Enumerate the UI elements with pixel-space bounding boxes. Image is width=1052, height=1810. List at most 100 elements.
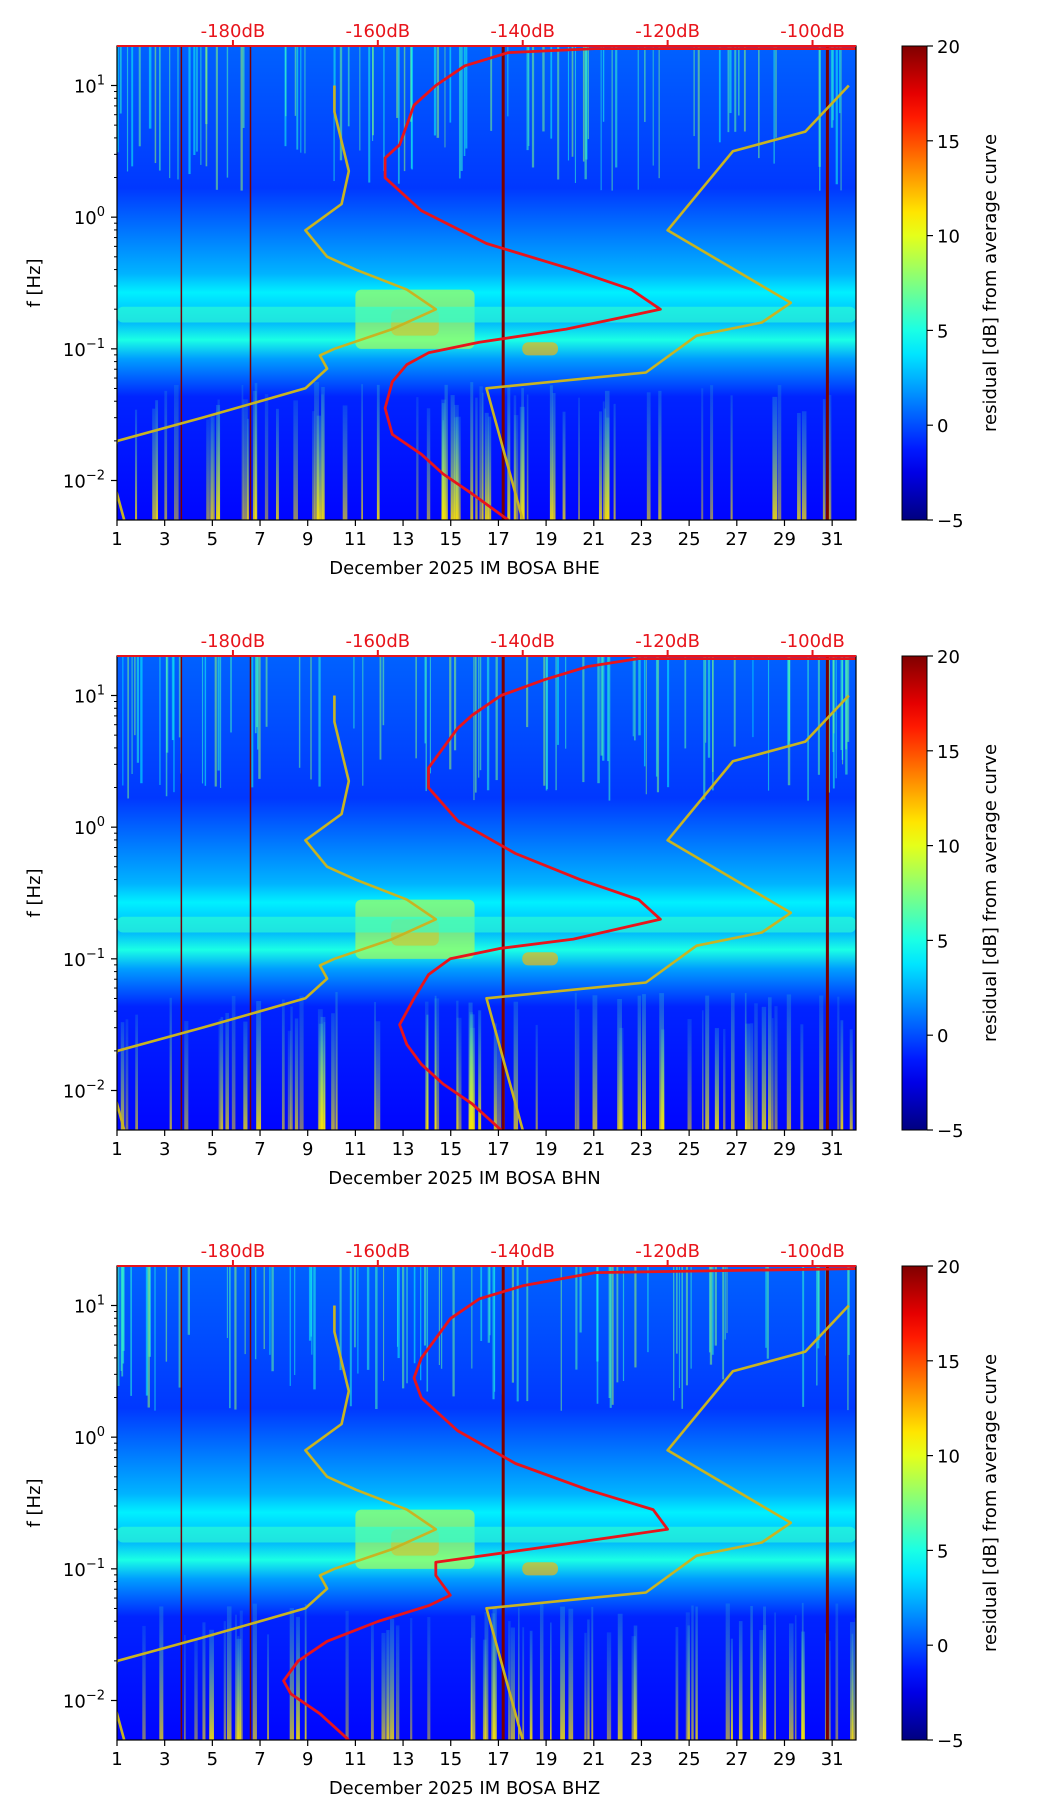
colorbar-tick-label: 5	[937, 321, 948, 342]
transient-streak	[252, 1603, 257, 1740]
noise-model-high-line	[485, 84, 850, 520]
spectrogram-area	[117, 656, 856, 1130]
db-tick-label: -100dB	[780, 631, 845, 652]
transient-streak	[827, 1640, 831, 1740]
x-tick-label: 5	[207, 1139, 218, 1160]
hf-streak	[383, 46, 385, 172]
transient-streak	[754, 1003, 758, 1130]
hf-streak	[240, 46, 243, 191]
energy-band-3	[117, 306, 856, 323]
transient-streak	[661, 1029, 665, 1130]
transient-streak	[513, 1001, 519, 1130]
hf-streak	[611, 1266, 614, 1405]
hf-streak	[226, 46, 229, 178]
transient-streak	[574, 992, 577, 1130]
hf-streak	[204, 656, 207, 786]
y-tick-exponent: 0	[97, 1425, 105, 1440]
hf-streak	[611, 46, 613, 191]
x-axis-label: December 2025 IM BOSA BHE	[329, 558, 599, 579]
hf-streak	[165, 1266, 168, 1362]
transient-streak	[631, 1636, 636, 1740]
hf-streak	[727, 46, 730, 133]
hf-streak	[294, 46, 297, 116]
x-tick-label: 7	[254, 1749, 265, 1770]
hf-streak	[178, 656, 181, 738]
average-power-curve	[383, 47, 856, 520]
hf-streak	[177, 46, 179, 180]
hf-streak	[473, 656, 475, 801]
transient-streak	[774, 1006, 778, 1130]
transient-streak	[613, 403, 616, 520]
hf-streak	[658, 46, 660, 179]
y-tick-exponent: 1	[97, 74, 105, 89]
hf-streak	[406, 1266, 408, 1384]
hf-streak	[685, 1266, 688, 1386]
transient-streak	[744, 992, 747, 1130]
y-tick-base: 10	[63, 1560, 86, 1581]
hf-streak	[600, 656, 603, 756]
transient-streak	[602, 401, 605, 520]
x-tick-label: 9	[302, 529, 313, 550]
x-tick-label: 29	[773, 529, 796, 550]
transient-streak	[135, 1014, 138, 1130]
hf-streak	[265, 656, 268, 727]
transient-streak	[763, 1624, 767, 1740]
y-tick-label: 10−2	[63, 1079, 105, 1103]
transient-streak	[619, 1027, 624, 1130]
hf-streak	[608, 656, 611, 801]
y-tick-base: 10	[74, 208, 97, 229]
transient-streak	[342, 405, 348, 520]
hf-streak	[542, 46, 545, 132]
transient-streak	[434, 998, 440, 1130]
transient-streak	[599, 411, 602, 520]
hf-streak	[269, 1266, 271, 1355]
hf-streak	[643, 656, 646, 767]
hf-streak	[737, 46, 740, 116]
hf-streak	[526, 1266, 529, 1402]
hf-streak	[375, 1266, 378, 1410]
transient-streak	[761, 1006, 767, 1130]
transient-streak	[434, 995, 437, 1130]
transient-streak	[169, 997, 172, 1130]
hf-streak	[458, 46, 461, 179]
transient-streak	[321, 386, 325, 520]
hf-streak	[169, 46, 171, 179]
transient-streak	[710, 385, 714, 520]
transient-streak	[606, 417, 610, 520]
transient-streak	[539, 1602, 544, 1740]
hf-streak	[122, 1266, 125, 1364]
db-tick-label: -140dB	[490, 631, 555, 652]
energy-band-3	[117, 916, 856, 933]
db-tick-label: -140dB	[490, 1241, 555, 1262]
hf-streak	[294, 1266, 296, 1376]
hf-streak	[420, 1266, 422, 1381]
transient-streak	[225, 1012, 229, 1130]
transient-streak	[484, 1611, 489, 1740]
hf-streak	[656, 656, 660, 793]
transient-streak	[125, 1019, 129, 1130]
average-power-curve	[282, 1267, 856, 1740]
x-tick-label: 31	[821, 1749, 844, 1770]
transient-streak	[442, 420, 445, 520]
colorbar: −5 0 5 10 15 20 residual [dB] from average cur…	[901, 37, 1001, 532]
y-tick-exponent: −1	[86, 337, 105, 352]
transient-streak	[822, 399, 826, 520]
transient-streak	[840, 1020, 844, 1130]
hf-streak	[193, 46, 196, 156]
transient-streak	[777, 385, 782, 520]
hf-streak	[463, 46, 466, 157]
transient-streak	[801, 1631, 805, 1740]
hf-streak	[353, 656, 355, 729]
transient-streak	[851, 1633, 854, 1740]
x-tick-label: 27	[725, 1139, 748, 1160]
hf-streak	[557, 656, 559, 745]
hf-streak	[678, 1266, 680, 1389]
transient-streak	[209, 1629, 214, 1740]
x-axis-label: December 2025 IM BOSA BHZ	[329, 1778, 600, 1799]
hf-streak	[602, 46, 605, 122]
x-tick-label: 11	[344, 1749, 367, 1770]
hf-streak	[847, 1266, 850, 1355]
transient-streak	[135, 409, 138, 520]
hf-streak	[362, 656, 364, 786]
